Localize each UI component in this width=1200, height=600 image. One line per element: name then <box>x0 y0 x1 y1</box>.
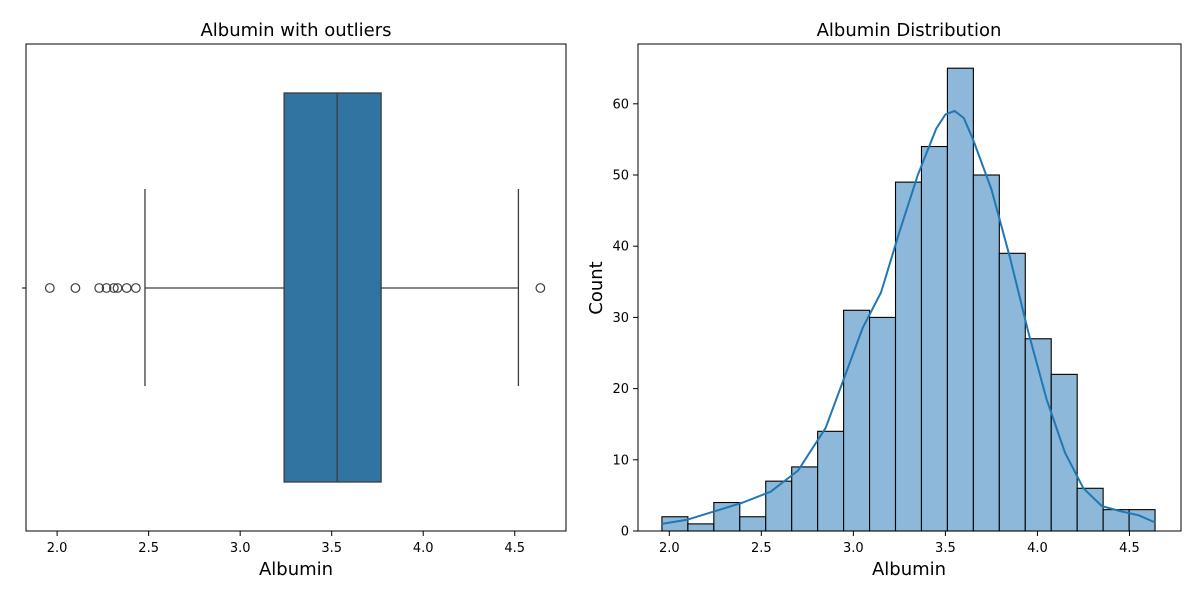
histogram-bar <box>998 252 1026 532</box>
histogram-x-tick-label: 4.0 <box>1027 541 1048 556</box>
boxplot-x-tick-label: 4.0 <box>413 541 434 556</box>
iqr-box <box>283 92 382 483</box>
histogram-bar <box>920 145 948 532</box>
histogram-x-axis-label: Albumin <box>872 559 946 580</box>
histogram-panel: Albumin Distribution 2.0 2.5 3.0 3.5 4.0 4.5 0… <box>586 20 1182 580</box>
outlier-point <box>535 283 546 293</box>
histogram-x-tick-label: 4.5 <box>1119 541 1140 556</box>
histogram-bar <box>894 181 923 532</box>
kde-line <box>661 109 1156 525</box>
histogram-y-axis-label: Count <box>586 261 607 314</box>
histogram-plot-area: 2.0 2.5 3.0 3.5 4.0 4.5 0 10 20 30 40 50 60 <box>612 43 1182 556</box>
boxplot-x-tick-label: 4.5 <box>504 541 525 556</box>
boxplot-x-axis-label: Albumin <box>259 559 333 580</box>
outlier-point <box>101 283 112 293</box>
outlier-point <box>44 283 55 293</box>
outlier-point <box>108 283 119 293</box>
outlier-point <box>130 283 141 293</box>
histogram-y-tick-label: 40 <box>612 240 629 255</box>
boxplot-x-tick-label: 3.5 <box>321 541 342 556</box>
histogram-title: Albumin Distribution <box>817 20 1002 41</box>
histogram-y-tick-label: 50 <box>612 169 629 184</box>
histogram-y-tick-label: 20 <box>612 382 629 397</box>
histogram-bar <box>765 480 793 532</box>
histogram-x-tick-label: 3.0 <box>843 541 864 556</box>
outlier-point <box>94 283 105 293</box>
boxplot-x-tick-label: 2.0 <box>47 541 68 556</box>
boxplot-plot-area: 2.0 2.5 3.0 3.5 4.0 4.5 <box>22 43 567 556</box>
histogram-x-tick-label: 3.5 <box>935 541 956 556</box>
histogram-y-tick-label: 0 <box>621 525 629 540</box>
boxplot-x-tick-label: 3.0 <box>230 541 251 556</box>
boxplot-x-tick-label: 2.5 <box>138 541 159 556</box>
histogram-x-tick-label: 2.0 <box>659 541 680 556</box>
histogram-y-tick-label: 10 <box>612 453 629 468</box>
histogram-y-tick-label: 60 <box>612 97 629 112</box>
boxplot-title: Albumin with outliers <box>200 20 391 41</box>
histogram-bar <box>869 316 897 532</box>
histogram-y-tick-label: 30 <box>612 311 629 326</box>
histogram-axes-frame <box>637 43 1182 532</box>
histogram-bar <box>972 174 1000 532</box>
histogram-x-tick-label: 2.5 <box>751 541 772 556</box>
histogram-bar <box>739 516 767 532</box>
histogram-bar <box>791 466 819 532</box>
histogram-bar <box>946 67 974 532</box>
outlier-point <box>70 283 81 293</box>
histogram-bar <box>817 430 845 532</box>
boxplot-panel: Albumin with outliers 2.0 2.5 3.0 3.5 4.0 4.5… <box>22 20 567 580</box>
histogram-bar <box>687 523 715 532</box>
